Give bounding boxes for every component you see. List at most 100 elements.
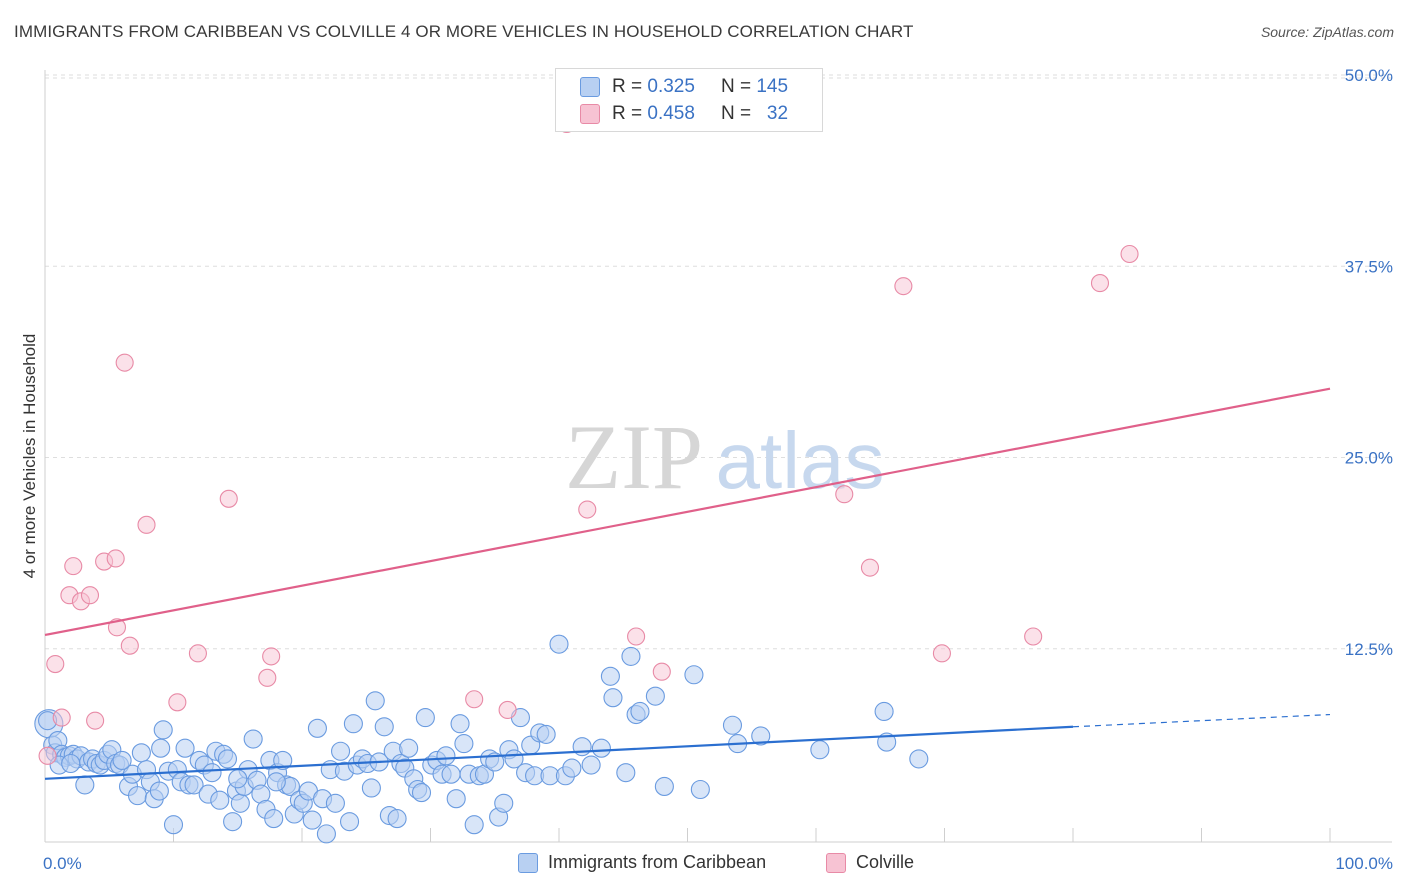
- point-colville: [188, 644, 207, 663]
- point-colville: [46, 654, 65, 674]
- point-caribbean: [163, 815, 184, 835]
- point-caribbean: [243, 729, 263, 749]
- point-caribbean: [153, 720, 173, 740]
- point-colville: [578, 500, 597, 519]
- point-caribbean: [399, 738, 419, 758]
- point-caribbean: [581, 755, 601, 775]
- point-colville: [627, 627, 646, 646]
- bottom-legend-swatch-blue: [518, 852, 538, 873]
- legend-r-label: R =: [612, 76, 643, 97]
- point-caribbean: [175, 738, 195, 758]
- point-caribbean: [343, 714, 363, 734]
- point-caribbean: [874, 701, 894, 722]
- point-caribbean: [264, 809, 284, 829]
- point-caribbean: [494, 793, 514, 813]
- point-colville: [86, 711, 105, 730]
- point-caribbean: [112, 750, 132, 770]
- trend-line-caribbean-extension: [1072, 713, 1331, 728]
- point-colville: [932, 644, 951, 663]
- chart-title: IMMIGRANTS FROM CARIBBEAN VS COLVILLE 4 …: [14, 22, 914, 41]
- point-caribbean: [330, 741, 351, 761]
- point-caribbean: [654, 776, 674, 797]
- point-colville: [860, 558, 880, 577]
- point-caribbean: [591, 738, 611, 758]
- legend-r-label: R =: [612, 103, 643, 124]
- y-tick-label: 12.5%: [1345, 640, 1393, 659]
- point-caribbean: [217, 749, 238, 769]
- legend-row-caribbean: R = 0.325 N = 145: [556, 73, 788, 101]
- point-caribbean: [441, 764, 461, 784]
- legend-n-value: 32: [766, 103, 789, 124]
- point-caribbean: [149, 781, 169, 801]
- point-caribbean: [722, 715, 743, 735]
- point-caribbean: [600, 666, 620, 686]
- point-caribbean: [436, 746, 456, 766]
- point-caribbean: [210, 790, 230, 810]
- point-colville: [1120, 244, 1139, 264]
- legend-r-value: 0.458: [647, 103, 695, 124]
- trend-lines: [44, 387, 1331, 780]
- point-caribbean: [273, 750, 293, 770]
- point-caribbean: [690, 779, 710, 800]
- point-caribbean: [61, 753, 81, 774]
- point-colville: [262, 647, 281, 666]
- legend-swatch-blue: [580, 77, 600, 97]
- point-caribbean: [621, 646, 641, 666]
- point-colville: [498, 700, 517, 720]
- point-caribbean: [75, 775, 95, 795]
- legend-n-label: N =: [720, 103, 752, 124]
- point-caribbean: [536, 724, 556, 744]
- point-caribbean: [151, 738, 171, 758]
- legend-row-colville: R = 0.458 N = 32: [556, 100, 788, 128]
- series-caribbean-points: [34, 634, 929, 844]
- point-colville: [80, 586, 100, 605]
- point-caribbean: [374, 717, 394, 737]
- point-caribbean: [411, 783, 432, 803]
- bottom-legend-caribbean: Immigrants from Caribbean: [518, 852, 766, 873]
- legend-swatch-pink: [580, 104, 600, 124]
- legend-n-value: 145: [756, 76, 789, 97]
- point-colville: [465, 690, 484, 709]
- y-tick-label: 50.0%: [1345, 66, 1393, 85]
- x-tick-label: 0.0%: [43, 854, 82, 873]
- point-colville: [1024, 627, 1043, 646]
- point-caribbean: [228, 769, 248, 789]
- point-caribbean: [645, 686, 665, 706]
- point-caribbean: [485, 752, 505, 772]
- point-caribbean: [603, 688, 623, 708]
- trend-line-colville: [44, 387, 1331, 637]
- legend-n-label: N =: [720, 76, 752, 97]
- legend-box: R = 0.325 N = 145 R = 0.458 N = 32: [555, 68, 823, 132]
- bottom-legend-swatch-pink: [826, 852, 846, 873]
- point-caribbean: [202, 763, 222, 783]
- point-caribbean: [684, 665, 704, 685]
- point-caribbean: [450, 714, 470, 734]
- watermark-zip: ZIP: [565, 406, 703, 508]
- point-caribbean: [810, 740, 830, 760]
- watermark-atlas: atlas: [716, 416, 885, 505]
- x-tick-label: 100.0%: [1335, 854, 1393, 873]
- point-caribbean: [454, 734, 474, 754]
- point-caribbean: [230, 793, 250, 813]
- point-caribbean: [616, 763, 636, 783]
- point-caribbean: [549, 634, 569, 654]
- point-caribbean: [302, 810, 322, 830]
- gridlines: [45, 74, 1392, 650]
- point-caribbean: [131, 743, 151, 763]
- point-colville: [115, 353, 134, 372]
- point-caribbean: [361, 778, 381, 798]
- y-tick-label: 25.0%: [1345, 449, 1393, 468]
- point-colville: [106, 549, 125, 568]
- bottom-legend-label: Colville: [856, 852, 915, 872]
- point-caribbean: [325, 793, 345, 813]
- point-caribbean: [184, 775, 204, 795]
- point-colville: [894, 277, 913, 296]
- legend-r-value: 0.325: [647, 76, 695, 97]
- point-caribbean: [415, 708, 435, 728]
- bottom-legend-label: Immigrants from Caribbean: [548, 852, 767, 872]
- point-colville: [652, 662, 671, 681]
- point-colville: [219, 489, 238, 508]
- point-caribbean: [127, 786, 148, 806]
- point-caribbean: [464, 815, 484, 835]
